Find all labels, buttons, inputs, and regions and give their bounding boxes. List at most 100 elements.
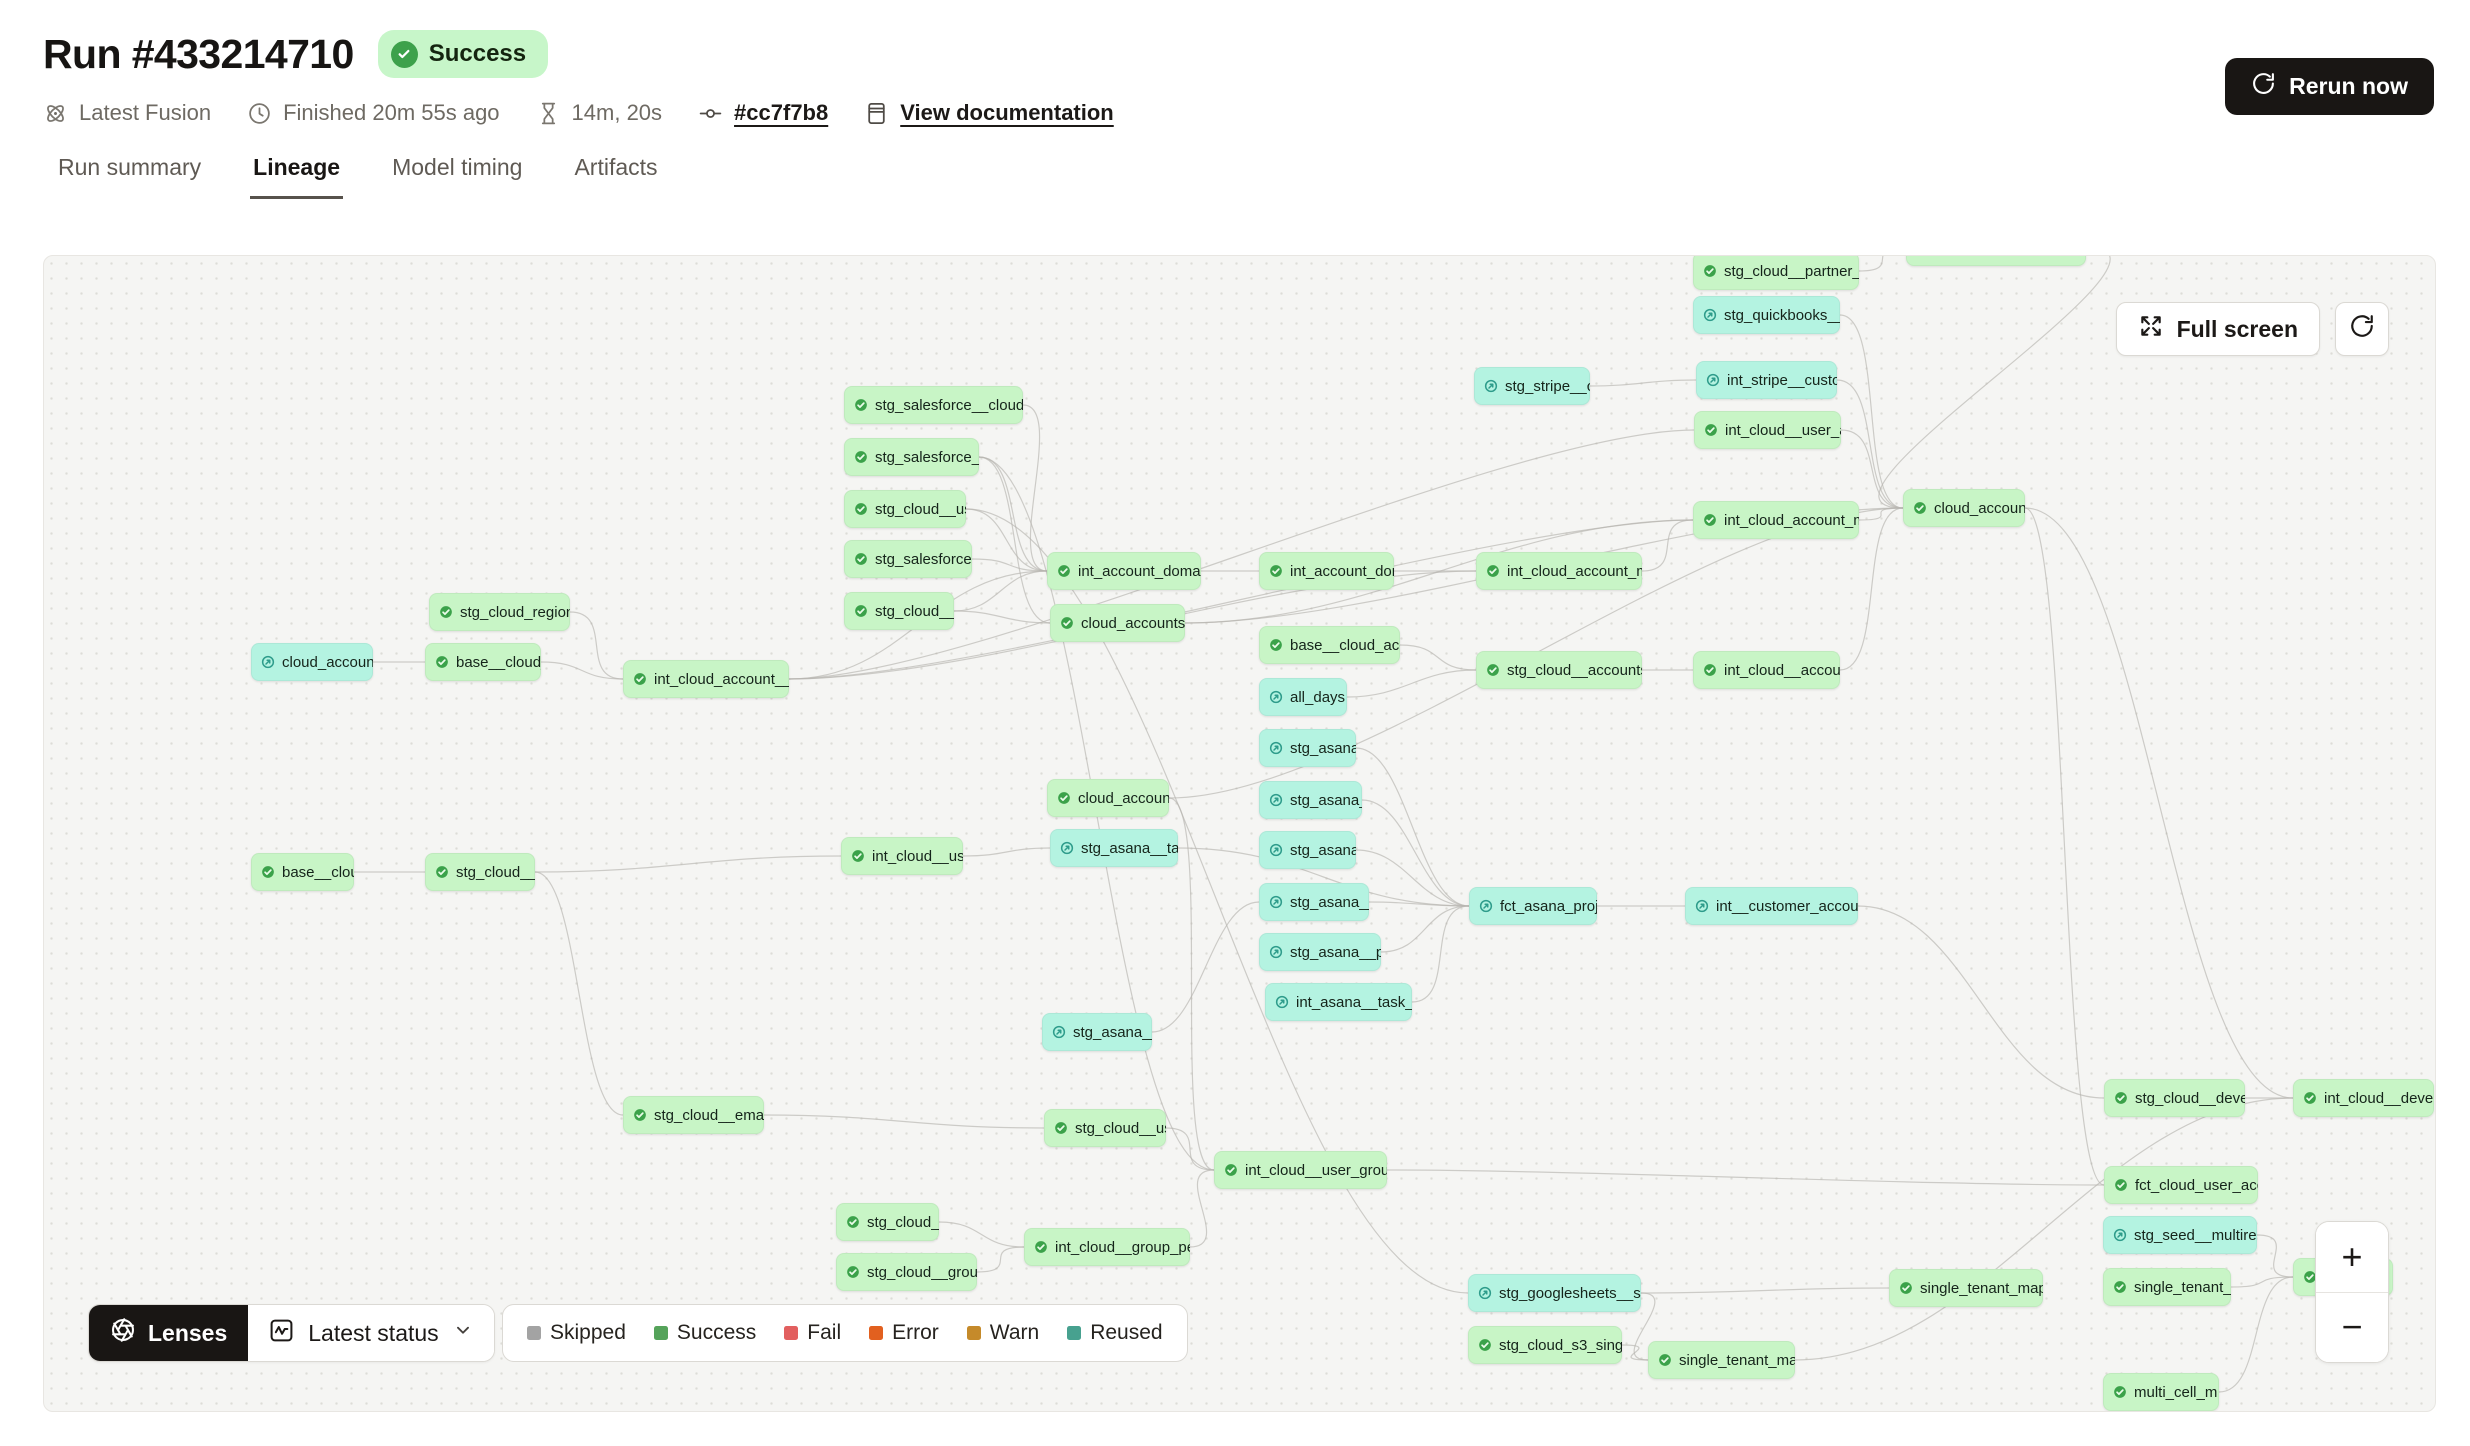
node-label: base__cloud_acco…: [1290, 636, 1400, 654]
lineage-node[interactable]: int_cloud_account_ma…: [1476, 552, 1642, 590]
success-icon: [2114, 1091, 2128, 1105]
node-label: stg_asana_…: [1290, 791, 1362, 809]
lineage-node[interactable]: int_cloud_account__m…: [623, 660, 789, 698]
reused-icon: [1269, 690, 1283, 704]
expand-icon: [2138, 313, 2164, 345]
lineage-node[interactable]: stg_salesforce__cloud_…: [844, 386, 1023, 424]
lineage-node[interactable]: stg_cloud__…: [844, 592, 954, 630]
lineage-node[interactable]: int_cloud__user_group…: [1214, 1151, 1387, 1189]
lineage-node[interactable]: cloud_account…: [1903, 489, 2025, 527]
lineage-node[interactable]: stg_cloud_…: [836, 1203, 939, 1241]
commit-icon: [698, 101, 723, 126]
lineage-node[interactable]: single_tenant_…: [2103, 1268, 2231, 1306]
lineage-node[interactable]: stg_quickbooks__a…: [1693, 296, 1840, 334]
lineage-node[interactable]: stg_googlesheets__sin…: [1468, 1274, 1641, 1312]
success-icon: [846, 1265, 860, 1279]
lineage-node[interactable]: int_account_dom…: [1259, 552, 1394, 590]
success-icon: [1703, 513, 1717, 527]
tab-artifacts[interactable]: Artifacts: [571, 154, 660, 199]
success-icon: [1057, 564, 1071, 578]
meta-link-view-documentation[interactable]: View documentation: [864, 100, 1114, 126]
lineage-node[interactable]: int_cloud__accoun…: [1693, 651, 1840, 689]
status-filter-dropdown[interactable]: Latest status: [248, 1305, 494, 1361]
legend-label: Warn: [989, 1321, 1040, 1344]
success-icon: [1269, 638, 1283, 652]
rerun-button[interactable]: Rerun now: [2225, 58, 2434, 115]
lineage-node[interactable]: fct_cloud_user_acc…: [2104, 1166, 2258, 1204]
node-label: int_cloud__us…: [872, 847, 963, 865]
tab-lineage[interactable]: Lineage: [250, 154, 344, 199]
lineage-node[interactable]: stg_stripe__c…: [1474, 367, 1590, 405]
lineage-node[interactable]: int_account_domain…: [1047, 552, 1201, 590]
lineage-node[interactable]: int_cloud_account_ma…: [1693, 501, 1859, 539]
lineage-node[interactable]: int_cloud__devel…: [2293, 1079, 2434, 1117]
lineage-node[interactable]: base__clou…: [251, 853, 354, 891]
lineage-node[interactable]: cloud_account…: [251, 643, 373, 681]
lineage-node[interactable]: stg_cloud__group…: [836, 1253, 977, 1291]
status-legend: Skipped Success Fail Error Warn Reused: [502, 1304, 1188, 1362]
zoom-in-button[interactable]: +: [2316, 1222, 2388, 1292]
canvas-refresh-button[interactable]: [2335, 302, 2389, 356]
lineage-node[interactable]: stg_cloud__devel…: [2104, 1079, 2245, 1117]
success-icon: [2113, 1385, 2127, 1399]
lineage-node[interactable]: int_cloud__partner_con…: [1906, 255, 2086, 266]
lineage-node[interactable]: int_stripe__custo…: [1696, 361, 1837, 399]
lineage-node[interactable]: cloud_accounts_…: [1050, 604, 1185, 642]
lineage-node[interactable]: cloud_account…: [1047, 779, 1169, 817]
fusion-icon: [43, 101, 68, 126]
lineage-node[interactable]: int__customer_account…: [1685, 887, 1858, 925]
lineage-node[interactable]: int_cloud__user_ac…: [1694, 411, 1841, 449]
lineage-node[interactable]: stg_asana…: [1259, 729, 1356, 767]
meta-label: Finished 20m 55s ago: [283, 100, 500, 125]
zoom-out-button[interactable]: −: [2316, 1292, 2388, 1362]
lineage-node[interactable]: stg_seed__multireg…: [2103, 1216, 2257, 1254]
lineage-node[interactable]: base__cloud_acco…: [1259, 626, 1400, 664]
lineage-node[interactable]: stg_asana__…: [1042, 1013, 1152, 1051]
status-badge: Success: [377, 30, 549, 78]
lineage-node[interactable]: fct_asana_proj…: [1469, 887, 1597, 925]
reused-icon: [2113, 1228, 2127, 1242]
lineage-node[interactable]: stg_asana…: [1259, 831, 1356, 869]
node-label: int_cloud__partner_con…: [1937, 255, 2086, 256]
lineage-node[interactable]: all_days: [1259, 678, 1347, 716]
meta-row: Latest Fusion Finished 20m 55s ago 14m, 20…: [0, 78, 2470, 126]
lineage-node[interactable]: base__cloud_…: [425, 643, 541, 681]
tab-run-summary[interactable]: Run summary: [55, 154, 204, 199]
full-screen-button[interactable]: Full screen: [2115, 302, 2320, 356]
meta-link--cc7f7b8[interactable]: #cc7f7b8: [698, 100, 828, 126]
lineage-node[interactable]: stg_cloud__us…: [1044, 1109, 1166, 1147]
legend-item-warn: Warn: [966, 1321, 1040, 1345]
node-label: stg_asana__…: [1073, 1023, 1152, 1041]
tab-model-timing[interactable]: Model timing: [389, 154, 525, 199]
lineage-node[interactable]: single_tenant_map…: [1648, 1341, 1795, 1379]
legend-item-error: Error: [869, 1321, 939, 1345]
node-label: cloud_account…: [1078, 789, 1169, 807]
lineage-node[interactable]: stg_salesforce_…: [844, 438, 979, 476]
lineage-node[interactable]: stg_cloud__partner_c…: [1693, 256, 1859, 290]
lineage-canvas[interactable]: stg_cloud__partner_c… int_cloud__partner_…: [43, 255, 2436, 1412]
lineage-node[interactable]: stg_cloud__email…: [623, 1096, 764, 1134]
lineage-node[interactable]: stg_asana_…: [1259, 781, 1362, 819]
lineage-node[interactable]: stg_cloud_s3_singl…: [1468, 1326, 1622, 1364]
lineage-node[interactable]: int_cloud__us…: [841, 837, 963, 875]
node-label: stg_cloud__group…: [867, 1263, 977, 1281]
lineage-node[interactable]: int_cloud__group_per…: [1024, 1228, 1190, 1266]
lineage-node[interactable]: stg_cloud__…: [425, 853, 535, 891]
lineage-node[interactable]: stg_salesforce…: [844, 540, 972, 578]
lineage-node[interactable]: multi_cell_m…: [2103, 1373, 2219, 1411]
lineage-node[interactable]: stg_asana__tas…: [1050, 829, 1178, 867]
lineage-node[interactable]: stg_asana__pr…: [1259, 933, 1381, 971]
lineage-node[interactable]: stg_cloud_region…: [429, 593, 570, 631]
success-icon: [435, 865, 449, 879]
lenses-button[interactable]: Lenses: [89, 1305, 249, 1361]
node-label: int__customer_account…: [1716, 897, 1858, 915]
lineage-node[interactable]: stg_cloud__us…: [844, 490, 966, 528]
lineage-node[interactable]: stg_asana__…: [1259, 883, 1369, 921]
node-label: stg_salesforce__cloud_…: [875, 396, 1023, 414]
clock-icon: [247, 101, 272, 126]
legend-label: Error: [892, 1321, 939, 1344]
lineage-node[interactable]: single_tenant_mapp…: [1889, 1269, 2043, 1307]
lineage-node[interactable]: int_asana__task_s…: [1265, 983, 1412, 1021]
success-icon: [261, 865, 275, 879]
lineage-node[interactable]: stg_cloud__accounts_…: [1476, 651, 1642, 689]
